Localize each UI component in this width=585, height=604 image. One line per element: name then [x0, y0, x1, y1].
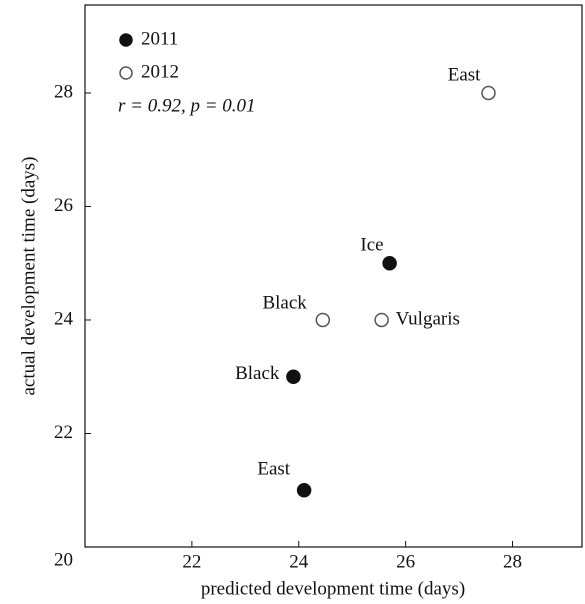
- y-tick-label: 22: [54, 422, 73, 443]
- point: [374, 312, 389, 328]
- y-axis-label: actual development time (days): [18, 157, 39, 396]
- point-label: East: [257, 459, 290, 480]
- y-tick-label: 28: [54, 81, 73, 102]
- y-tick-label: 20: [54, 549, 73, 570]
- point: [481, 85, 496, 101]
- point: [286, 369, 301, 384]
- legend-marker: [119, 33, 133, 47]
- x-tick-label: 26: [396, 551, 415, 572]
- point-label: Vulgaris: [396, 308, 460, 329]
- point-label: Ice: [360, 235, 383, 256]
- x-axis-label: predicted development time (days): [201, 578, 465, 599]
- legend-marker: [119, 66, 133, 80]
- y-tick-label: 24: [54, 308, 74, 329]
- x-tick-label: 24: [289, 551, 309, 572]
- y-tick-label: 26: [54, 195, 73, 216]
- x-tick-label: 22: [182, 551, 201, 572]
- x-tick-label: 28: [503, 551, 522, 572]
- point: [296, 482, 312, 498]
- legend-label: 2011: [141, 28, 178, 49]
- annotation: r = 0.92, p = 0.01: [118, 95, 256, 116]
- point-label: East: [448, 64, 481, 85]
- plot-frame: [84, 4, 583, 548]
- point-label: Black: [262, 292, 307, 313]
- legend-label: 2012: [141, 61, 179, 82]
- point-label: Black: [235, 363, 280, 384]
- point: [382, 255, 397, 271]
- point: [315, 312, 331, 328]
